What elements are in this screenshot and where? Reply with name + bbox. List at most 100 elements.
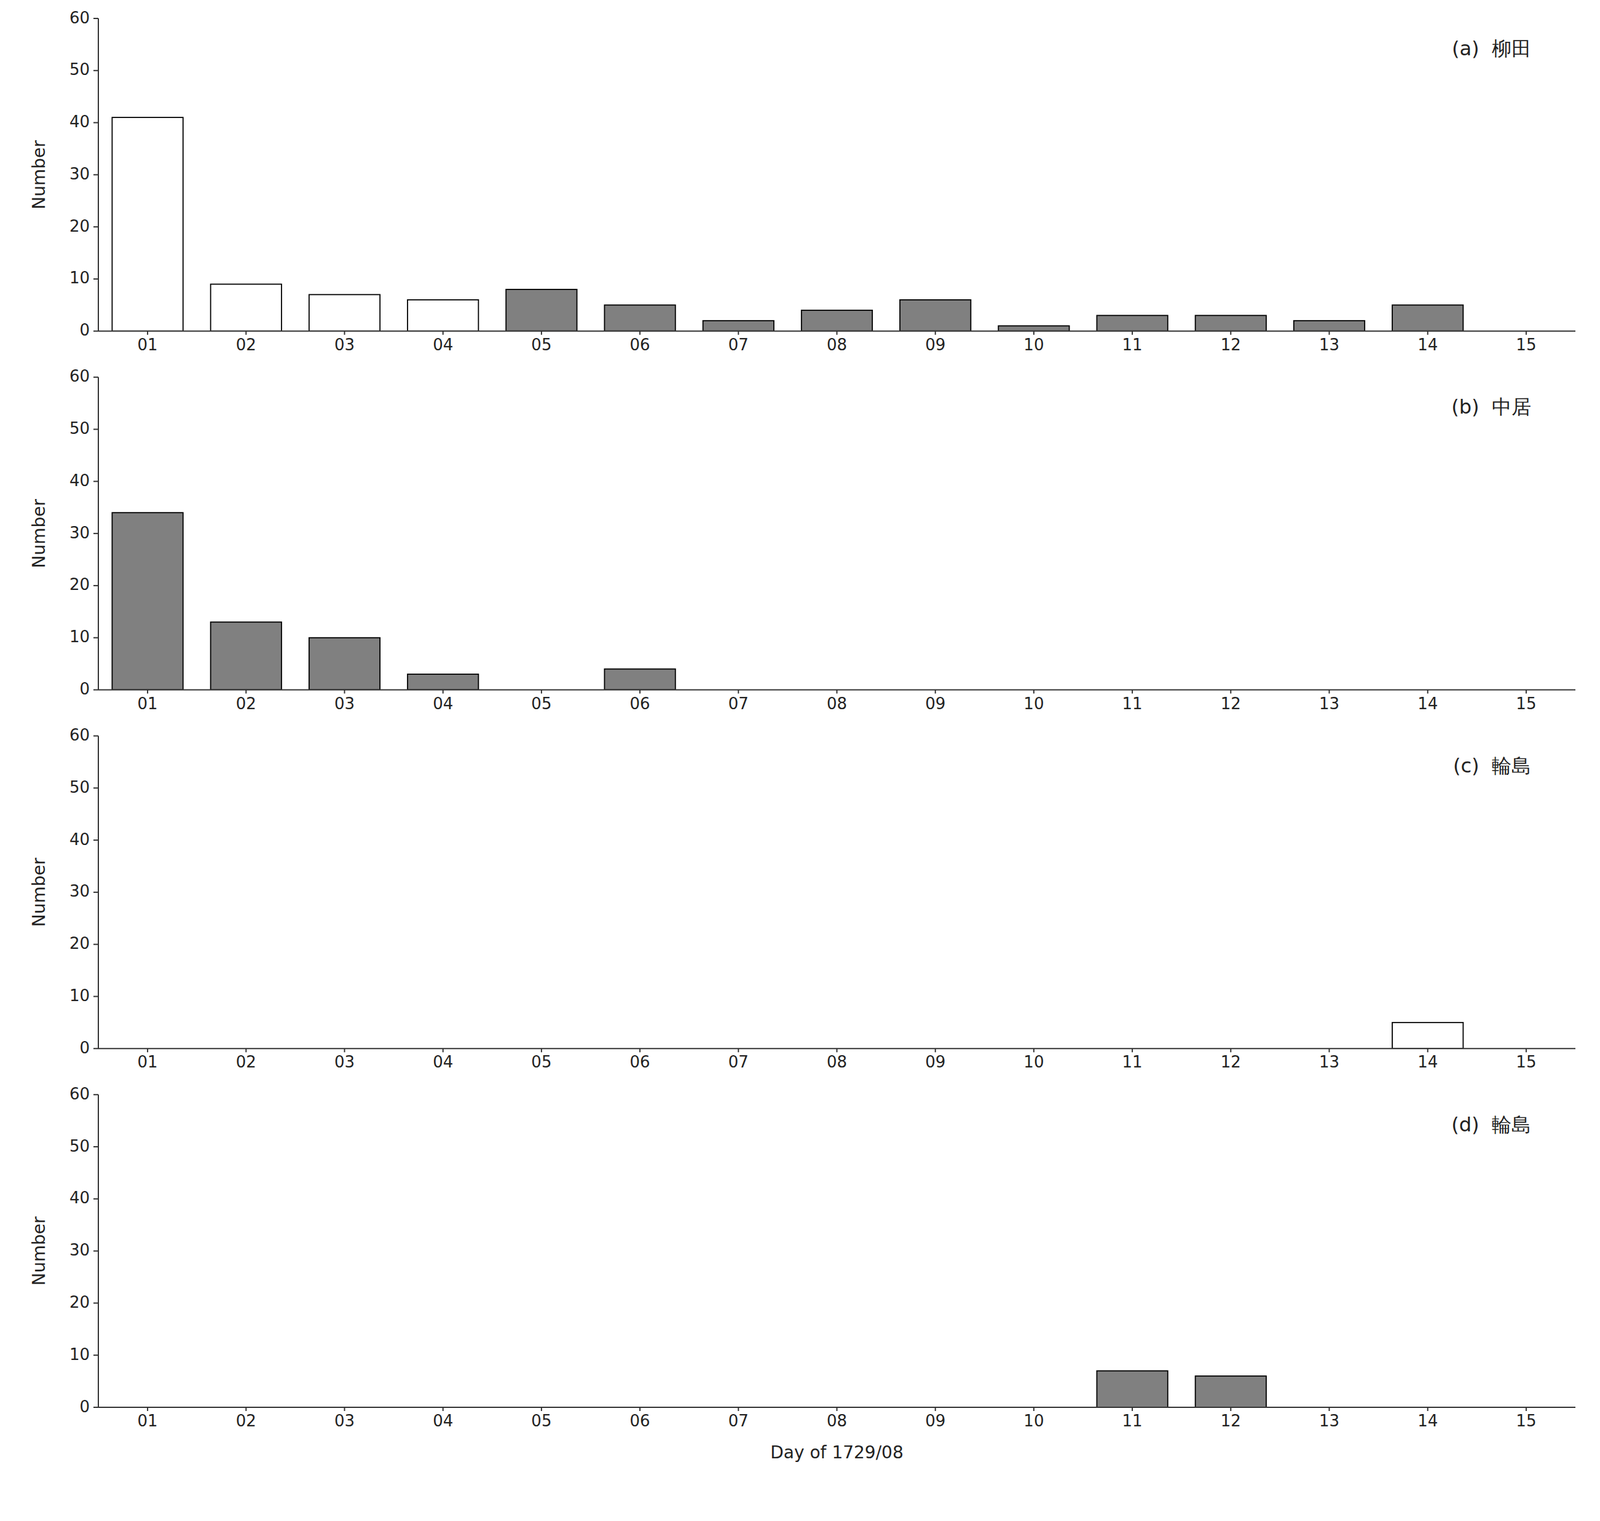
x-tick <box>737 1048 739 1053</box>
y-tick <box>93 1354 99 1356</box>
bar <box>111 512 183 690</box>
x-tick-label: 12 <box>1220 1052 1242 1072</box>
y-tick-label: 50 <box>69 419 90 438</box>
y-tick-label: 20 <box>69 575 90 594</box>
x-tick-label: 09 <box>925 1411 946 1431</box>
y-tick-label: 20 <box>69 216 90 236</box>
x-tick-label: 08 <box>826 694 848 714</box>
bar <box>801 310 873 332</box>
x-tick-label: 05 <box>531 335 552 355</box>
y-tick <box>93 429 99 431</box>
x-tick <box>1525 1048 1527 1053</box>
x-tick <box>639 1048 641 1053</box>
x-tick-label: 10 <box>1023 1411 1044 1431</box>
x-tick-label: 11 <box>1122 1411 1143 1431</box>
x-tick <box>442 331 444 335</box>
x-tick-label: 10 <box>1023 335 1044 355</box>
x-tick <box>1427 1048 1429 1053</box>
y-tick <box>93 1198 99 1200</box>
x-tick-label: 07 <box>728 694 749 714</box>
y-tick <box>93 735 99 737</box>
y-axis-label: Number <box>28 857 50 927</box>
x-tick <box>1131 1407 1133 1412</box>
x-tick <box>344 1048 346 1053</box>
y-tick-label: 10 <box>69 268 90 288</box>
x-tick-label: 15 <box>1515 694 1537 714</box>
panel-title: (a) 柳田 <box>1451 36 1532 61</box>
x-tick-label: 10 <box>1023 1052 1044 1072</box>
x-tick <box>836 1407 838 1412</box>
y-tick-label: 10 <box>69 1345 90 1364</box>
x-tick <box>1328 331 1331 335</box>
y-axis-label: Number <box>28 1216 50 1286</box>
x-tick-label: 09 <box>925 694 946 714</box>
y-tick <box>93 995 99 998</box>
y-tick-label: 40 <box>69 112 90 131</box>
bar <box>505 289 577 332</box>
bar <box>210 622 282 690</box>
panel: 0102030405060010203040506070809101112131… <box>28 725 1576 1072</box>
y-tick <box>93 532 99 535</box>
y-tick <box>93 787 99 789</box>
y-tick-label: 50 <box>69 60 90 79</box>
y-tick-label: 0 <box>79 679 90 699</box>
x-tick-label: 15 <box>1515 1411 1537 1431</box>
x-tick <box>1229 1048 1232 1053</box>
x-tick <box>934 331 937 335</box>
x-tick-label: 01 <box>137 694 158 714</box>
x-tick-label: 04 <box>432 335 454 355</box>
x-tick-label: 01 <box>137 335 158 355</box>
x-tick-label: 01 <box>137 1411 158 1431</box>
x-tick <box>1033 1048 1035 1053</box>
x-tick <box>1131 690 1133 694</box>
y-tick-label: 30 <box>69 164 90 184</box>
x-tick-label: 02 <box>236 694 257 714</box>
x-tick <box>1229 1407 1232 1412</box>
x-tick-label: 08 <box>826 1411 848 1431</box>
x-tick-label: 02 <box>236 335 257 355</box>
x-tick-label: 06 <box>630 1411 651 1431</box>
y-tick <box>93 122 99 124</box>
y-tick <box>93 70 99 72</box>
x-tick <box>1525 690 1527 694</box>
x-axis-label: Day of 1729/08 <box>770 1442 903 1463</box>
bar <box>1096 315 1168 331</box>
background <box>0 0 1600 1521</box>
x-tick-label: 03 <box>334 1411 355 1431</box>
figure: 0102030405060010203040506070809101112131… <box>0 0 1600 1521</box>
bar <box>210 283 282 331</box>
panel: 0102030405060010203040506070809101112131… <box>28 1084 1576 1463</box>
y-tick <box>93 637 99 639</box>
y-tick <box>93 1302 99 1304</box>
panel-title: (c) 輪島 <box>1453 754 1532 778</box>
x-tick <box>1033 331 1035 335</box>
x-tick <box>442 690 444 694</box>
y-tick-label: 60 <box>69 1084 90 1104</box>
y-tick <box>93 1094 99 1096</box>
x-tick-label: 11 <box>1122 335 1143 355</box>
panel-title: (b) 中居 <box>1451 395 1532 419</box>
x-tick-label: 02 <box>236 1411 257 1431</box>
panel-title: (d) 輪島 <box>1451 1113 1532 1137</box>
panel: 0102030405060010203040506070809101112131… <box>28 366 1576 713</box>
x-tick-label: 13 <box>1319 1052 1340 1072</box>
bar <box>1392 1022 1463 1049</box>
x-tick <box>737 331 739 335</box>
bar <box>1195 1376 1267 1408</box>
x-tick <box>1328 690 1331 694</box>
x-tick <box>1229 690 1232 694</box>
x-tick-label: 14 <box>1417 1052 1438 1072</box>
x-tick <box>836 1048 838 1053</box>
x-tick <box>245 1407 247 1412</box>
y-tick <box>93 1250 99 1253</box>
bar <box>407 674 479 690</box>
x-tick <box>737 1407 739 1412</box>
x-tick-label: 02 <box>236 1052 257 1072</box>
bar <box>309 638 380 691</box>
x-tick <box>540 690 543 694</box>
bar <box>1392 304 1463 331</box>
x-tick <box>1525 331 1527 335</box>
x-tick <box>146 1048 149 1053</box>
bar <box>111 117 183 332</box>
x-tick <box>836 690 838 694</box>
